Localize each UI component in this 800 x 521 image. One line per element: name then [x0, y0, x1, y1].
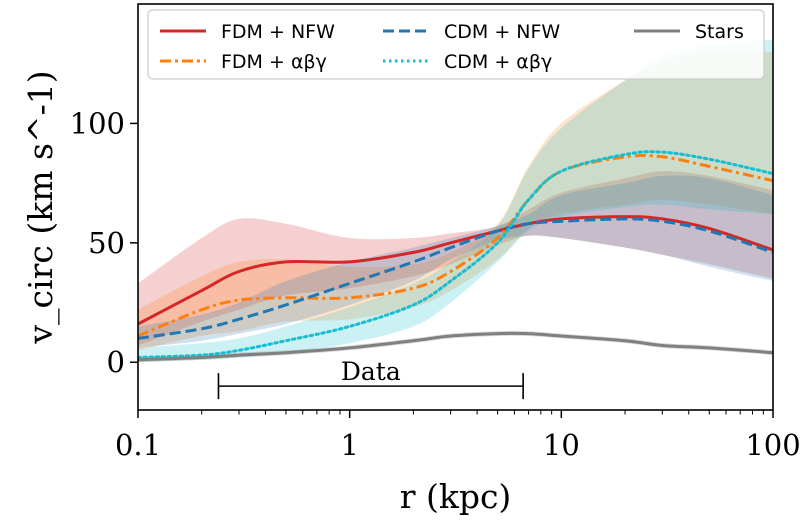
axis-ticks: 0.1 1 10 100 0 50 100 [70, 106, 800, 462]
x-tick-label: 100 [745, 428, 800, 462]
x-tick-label: 10 [543, 428, 580, 462]
annotations: Data [217, 357, 524, 400]
line-cdm-nfw [138, 217, 773, 340]
uncertainty-bands [138, 39, 773, 363]
y-tick-label: 50 [88, 226, 125, 260]
legend-label-fdm: FDM + αβγ [221, 51, 327, 73]
data-range-label: Data [341, 357, 401, 386]
plot-frame [137, 3, 774, 411]
legend-label-cdm: CDM + αβγ [444, 51, 552, 73]
line-cdm [138, 150, 773, 359]
x-tick-label: 1 [340, 428, 358, 462]
legend: FDM + NFW CDM + NFW Stars FDM + αβγ CDM + αβ… [147, 9, 765, 80]
x-axis-label: r (kpc) [400, 477, 512, 516]
y-tick-label: 0 [107, 345, 125, 379]
band-cdm [138, 39, 773, 363]
band-fdm [138, 51, 773, 351]
line-fdm-nfw [138, 215, 773, 326]
y-tick-label: 100 [70, 106, 125, 140]
band-cdm-nfw [138, 175, 773, 348]
legend-label-cdm-nfw: CDM + NFW [444, 21, 560, 43]
y-axis-label: v_circ (km s^-1) [21, 70, 61, 344]
legend-label-fdm-nfw: FDM + NFW [221, 21, 335, 43]
legend-box [147, 9, 765, 80]
line-stars [138, 331, 773, 362]
band-fdm-nfw [138, 171, 773, 346]
legend-label-stars: Stars [695, 21, 744, 43]
series-lines [138, 150, 773, 362]
line-fdm [138, 153, 773, 338]
axis-labels: r (kpc) v_circ (km s^-1) [21, 70, 511, 516]
x-tick-label: 0.1 [115, 428, 161, 462]
